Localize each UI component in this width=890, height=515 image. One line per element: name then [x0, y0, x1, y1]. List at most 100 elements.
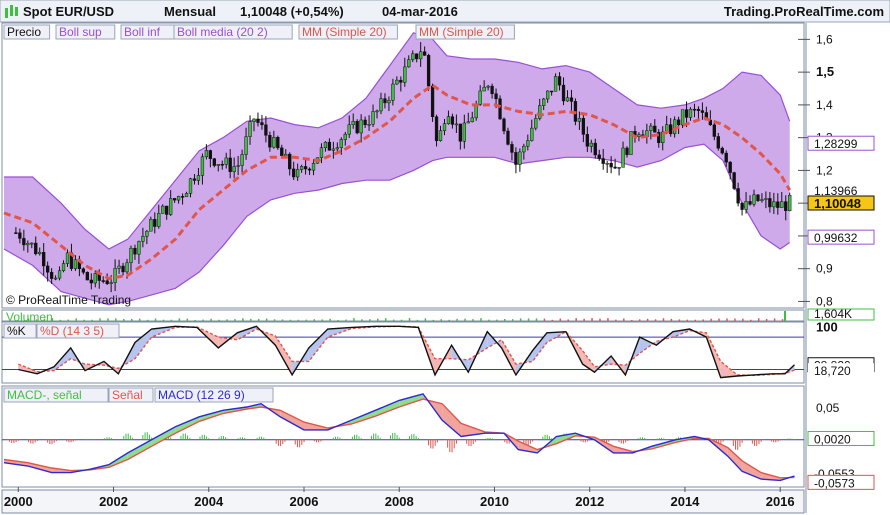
price-legend-item[interactable]	[55, 24, 116, 40]
candle-body	[125, 262, 129, 273]
candle-body	[93, 273, 97, 284]
candle-body	[26, 243, 30, 246]
stoch-legend-item[interactable]	[36, 323, 120, 339]
volume-bar	[51, 318, 54, 321]
price-candle	[319, 143, 324, 164]
site-label: Trading.ProRealTime.com	[724, 4, 884, 19]
candle-body	[188, 178, 193, 194]
macd-legend-item[interactable]	[3, 387, 109, 403]
price-right-label-box	[807, 135, 875, 151]
candle-body	[284, 153, 288, 157]
price-candle	[216, 163, 220, 172]
price-legend-item[interactable]	[298, 24, 398, 40]
candle-body	[557, 76, 562, 86]
price-candle	[387, 96, 391, 111]
candle-body	[133, 247, 137, 255]
volume-bar	[27, 318, 30, 321]
x-axis-label: 2002	[99, 494, 128, 509]
candle-body	[601, 158, 605, 164]
x-axis-label: 2008	[385, 494, 414, 509]
price-candle	[244, 127, 248, 160]
volume-bar	[591, 318, 593, 321]
price-candle	[180, 193, 185, 205]
volume-bar	[781, 319, 784, 321]
price-axis-tick: 1,5	[816, 64, 834, 79]
volume-bar	[273, 319, 276, 321]
price-candle	[363, 116, 367, 128]
candle-body	[272, 137, 276, 148]
price-candle	[157, 204, 161, 229]
price-candle	[327, 138, 332, 151]
candle-body	[347, 124, 351, 135]
candle-body	[732, 172, 736, 189]
volume-bar	[329, 318, 331, 321]
candle-body	[502, 118, 506, 132]
price-legend-item[interactable]	[173, 24, 293, 40]
candle-body	[232, 166, 236, 172]
stoch-legend-item[interactable]	[3, 323, 37, 339]
candle-body	[65, 252, 70, 264]
volume-bar	[488, 319, 490, 321]
volume-bar	[607, 318, 609, 321]
candle-body	[117, 265, 121, 269]
candle-body	[264, 124, 268, 136]
candle-body	[383, 98, 387, 104]
volume-bar	[83, 319, 85, 321]
volume-bar	[154, 318, 157, 321]
macd-legend-item[interactable]	[108, 387, 154, 403]
price-candle	[522, 143, 526, 160]
candle-body	[776, 201, 780, 208]
volume-bar	[107, 318, 109, 321]
macd-legend-item[interactable]	[154, 387, 274, 403]
price-candle	[549, 90, 554, 96]
candle-body	[597, 154, 601, 159]
stoch-legend-label: %D (14 3 5)	[40, 324, 104, 338]
candle-body	[728, 161, 732, 173]
volume-bar	[210, 318, 212, 321]
volume-bar	[59, 319, 62, 321]
price-candle	[81, 267, 86, 275]
price-candle	[653, 119, 657, 133]
x-axis-strip	[1, 489, 805, 514]
price-legend-label: Precio	[7, 25, 41, 39]
x-axis-label: 2010	[480, 494, 509, 509]
price-legend-label: MM (Simple 20)	[419, 25, 504, 39]
volume-bar	[599, 318, 601, 321]
candle-body	[38, 252, 42, 255]
candle-body	[379, 98, 383, 112]
volume-bar	[123, 319, 125, 321]
candle-body	[637, 134, 641, 137]
macd-fill-segment	[27, 462, 52, 473]
candle-body	[22, 238, 26, 246]
price-candle	[18, 228, 22, 244]
volume-bar	[424, 318, 427, 321]
macd-right-label: -0,0573	[814, 476, 855, 490]
candle-body	[220, 164, 224, 166]
price-legend-item[interactable]	[415, 24, 515, 40]
price-candle	[442, 118, 447, 136]
price-candle	[740, 202, 744, 216]
price-candle	[768, 191, 772, 213]
stoch-legend-label: %K	[7, 324, 26, 338]
header-icon	[5, 5, 18, 18]
candle-body	[538, 105, 542, 119]
price-candle	[172, 197, 177, 203]
stoch-fill-segment	[308, 329, 328, 362]
candle-body	[625, 147, 629, 155]
price-candle	[141, 227, 145, 248]
volume-bar	[289, 319, 292, 321]
candle-body	[446, 116, 451, 124]
volume-bar	[559, 318, 562, 321]
volume-bar	[567, 319, 569, 321]
price-candle	[756, 194, 760, 202]
price-candle	[506, 127, 510, 146]
price-legend-item[interactable]	[3, 24, 51, 40]
price-candle	[399, 76, 403, 92]
price-candle	[760, 193, 764, 203]
volume-bar	[345, 319, 347, 321]
volume-bar	[456, 318, 458, 321]
price-candle	[260, 114, 264, 130]
price-candle	[403, 57, 407, 87]
price-candle	[26, 240, 30, 253]
